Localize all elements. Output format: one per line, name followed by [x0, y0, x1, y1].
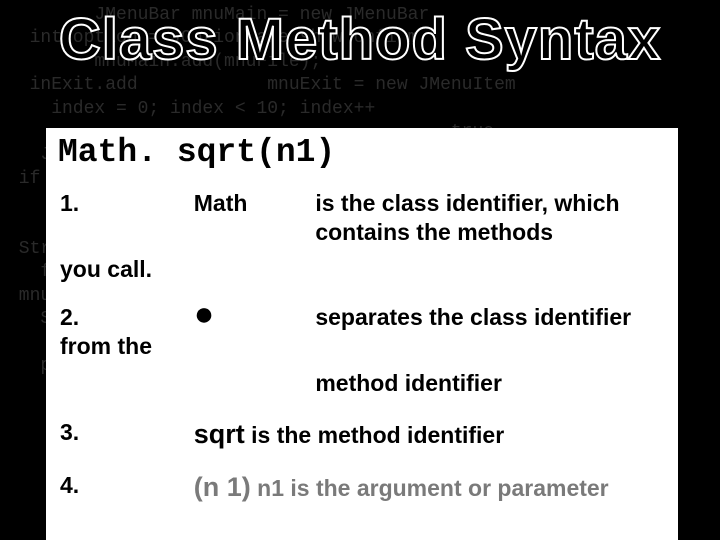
- row-description-text: is the method identifier: [251, 422, 504, 448]
- row-description-text: n1 is the argument or parameter: [257, 475, 609, 501]
- row-description: separates the class identifier: [313, 299, 666, 365]
- row-keyword: ●: [192, 299, 314, 365]
- row-keyword: (n 1): [194, 472, 251, 502]
- row-description: (n 1) n1 is the argument or parameter: [192, 467, 666, 509]
- example-code: Math. sqrt(n1): [58, 134, 666, 171]
- row-description: sqrt is the method identifier: [192, 414, 666, 456]
- row-number: 4.: [58, 467, 192, 509]
- row-keyword: Math: [192, 185, 314, 251]
- dot-icon: ●: [194, 295, 215, 333]
- row-continuation: method identifier: [313, 365, 666, 402]
- row-number-text: 2.: [60, 304, 79, 330]
- syntax-table: 1. Math is the class identifier, which c…: [58, 185, 666, 509]
- table-row: 1. Math is the class identifier, which c…: [58, 185, 666, 251]
- row-continuation: you call.: [58, 251, 192, 288]
- table-row: 2. from the ● separates the class identi…: [58, 299, 666, 365]
- row-number-sub: from the: [60, 333, 152, 359]
- table-row: you call.: [58, 251, 666, 288]
- table-row: 3. sqrt is the method identifier: [58, 414, 666, 456]
- row-number: 3.: [58, 414, 192, 456]
- row-number: 1.: [58, 185, 192, 251]
- slide-title: Class Method Syntax: [0, 6, 720, 73]
- table-row: method identifier: [58, 365, 666, 402]
- content-panel: Math. sqrt(n1) 1. Math is the class iden…: [46, 128, 678, 540]
- row-keyword: sqrt: [194, 419, 245, 449]
- row-description: is the class identifier, which contains …: [313, 185, 666, 251]
- table-row: 4. (n 1) n1 is the argument or parameter: [58, 467, 666, 509]
- row-number: 2. from the: [58, 299, 192, 365]
